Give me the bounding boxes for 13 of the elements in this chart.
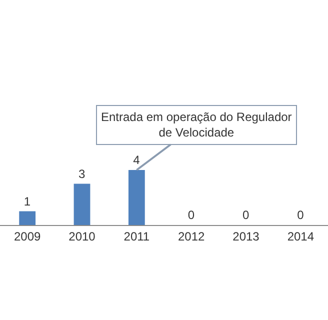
data-label: 0 — [297, 208, 304, 222]
x-tick-label: 2014 — [287, 229, 314, 244]
x-tick-label: 2012 — [178, 229, 205, 244]
x-tick-label: 2011 — [124, 229, 150, 244]
data-label: 4 — [133, 153, 140, 167]
annotation: Entrada em operação do Regulador de Velocidade — [101, 110, 292, 140]
x-tick-label: 2010 — [68, 229, 96, 244]
data-label: 0 — [242, 208, 250, 222]
data-label: 1 — [24, 194, 31, 208]
data-label: 3 — [78, 166, 86, 181]
x-tick-label: 2009 — [14, 229, 41, 244]
x-tick-label: 2013 — [232, 229, 260, 244]
data-label: 0 — [188, 208, 195, 222]
